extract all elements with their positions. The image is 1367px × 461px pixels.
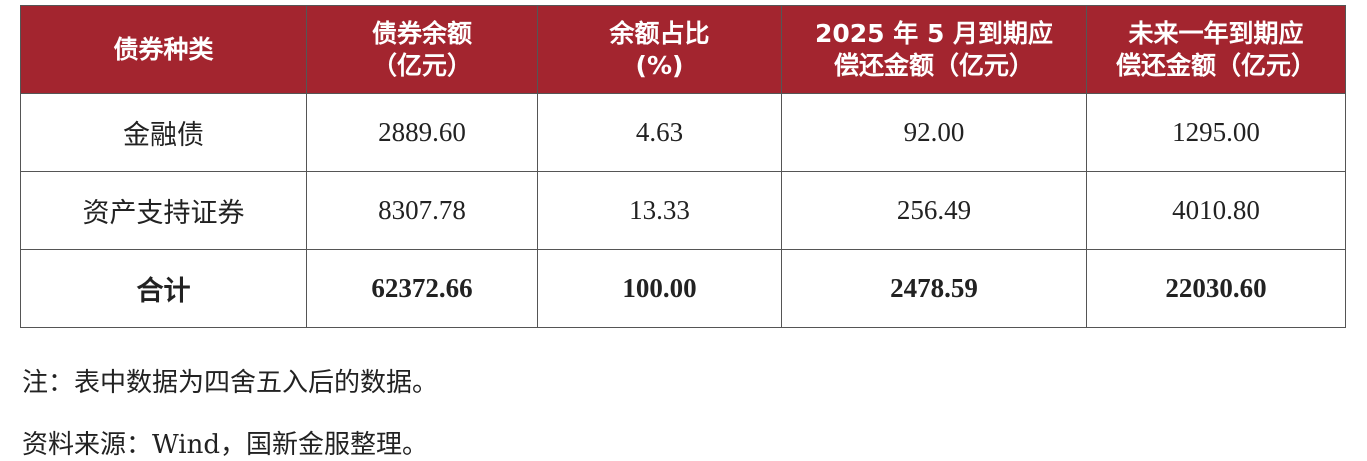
table-row: 合计 62372.66 100.00 2478.59 22030.60 xyxy=(20,249,1346,328)
header-cell: 债券种类 xyxy=(20,5,307,94)
table-row: 资产支持证券 8307.78 13.33 256.49 4010.80 xyxy=(20,171,1346,250)
table-cell: 金融债 xyxy=(20,93,307,172)
header-cell: 债券余额 （亿元） xyxy=(306,5,538,94)
table-cell: 100.00 xyxy=(537,249,782,328)
table-cell: 2889.60 xyxy=(306,93,538,172)
table-cell: 4010.80 xyxy=(1086,171,1346,250)
table-cell: 62372.66 xyxy=(306,249,538,328)
table-cell: 资产支持证券 xyxy=(20,171,307,250)
header-row: 债券种类 债券余额 （亿元） 余额占比 (%) 2025 年 5 月到期应 偿还金额（亿元）… xyxy=(20,5,1346,94)
header-line: 余额占比 xyxy=(609,18,710,48)
header-cell: 未来一年到期应 偿还金额（亿元） xyxy=(1086,5,1346,94)
header-line: (%) xyxy=(635,50,684,80)
header-line: 债券余额 xyxy=(371,18,472,48)
table-cell: 2478.59 xyxy=(781,249,1087,328)
table-cell: 1295.00 xyxy=(1086,93,1346,172)
table-cell: 256.49 xyxy=(781,171,1087,250)
table-cell: 92.00 xyxy=(781,93,1087,172)
header-cell: 余额占比 (%) xyxy=(537,5,782,94)
header-line: 2025 年 5 月到期应 xyxy=(814,18,1054,48)
header-line: 偿还金额（亿元） xyxy=(833,50,1034,80)
table-cell: 4.63 xyxy=(537,93,782,172)
table-cell: 13.33 xyxy=(537,171,782,250)
header-line: 债券种类 xyxy=(113,34,214,64)
table-row: 金融债 2889.60 4.63 92.00 1295.00 xyxy=(20,93,1346,172)
table-cell: 合计 xyxy=(20,249,307,328)
source: 资料来源：Wind，国新金服整理。 xyxy=(22,430,428,460)
header-line: 未来一年到期应 xyxy=(1128,18,1304,48)
header-line: 偿还金额（亿元） xyxy=(1115,50,1316,80)
header-cell: 2025 年 5 月到期应 偿还金额（亿元） xyxy=(781,5,1087,94)
note: 注：表中数据为四舍五入后的数据。 xyxy=(22,368,439,398)
bond-table: 债券种类 债券余额 （亿元） 余额占比 (%) 2025 年 5 月到期应 偿还金额（亿元）… xyxy=(20,5,1346,328)
table-cell: 22030.60 xyxy=(1086,249,1346,328)
table-cell: 8307.78 xyxy=(306,171,538,250)
header-line: （亿元） xyxy=(371,50,472,80)
